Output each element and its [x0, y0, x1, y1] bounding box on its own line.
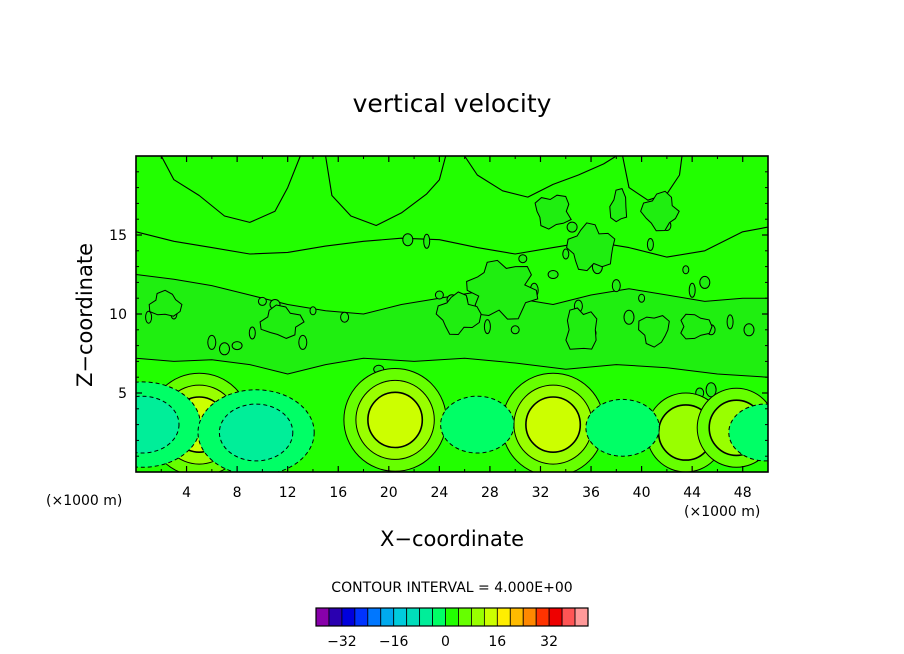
x-axis-ticks: 4 8 12 16 20 24 28 32 36 40 44 48: [160, 156, 752, 501]
x-tick-label: 36: [582, 485, 600, 501]
colorbar-swatch: [535, 607, 550, 627]
x-tick-label: 48: [734, 485, 752, 501]
colorbar-swatch: [522, 607, 537, 627]
colorbar-tick-label: 16: [488, 634, 506, 650]
y-tick-label: 15: [109, 228, 127, 244]
colorbar-tick-label: −16: [379, 634, 409, 650]
colorbar-swatch: [471, 607, 485, 627]
colorbar-tick-label: −32: [327, 634, 357, 650]
colorbar-swatch: [367, 607, 382, 627]
x-unit-right: (×1000 m): [684, 504, 760, 520]
colorbar-swatch: [496, 607, 511, 627]
chart-title: vertical velocity: [353, 89, 552, 118]
colorbar-swatch: [561, 607, 576, 627]
colorbar-swatch: [458, 607, 472, 627]
contour-interval-text: CONTOUR INTERVAL = 4.000E+00: [331, 580, 572, 596]
x-tick-label: 8: [233, 485, 242, 501]
x-tick-label: 40: [633, 485, 651, 501]
colorbar-swatch: [341, 607, 356, 627]
x-tick-label: 28: [481, 485, 499, 501]
contour-field: [136, 156, 768, 472]
x-tick-label: 16: [329, 485, 347, 501]
y-axis-label: Z−coordinate: [73, 243, 97, 387]
colorbar-swatch: [315, 607, 330, 627]
colorbar-swatch: [380, 607, 395, 627]
colorbar-tick-labels: −32 −16 0 16 32: [327, 634, 558, 650]
colorbar-swatch: [354, 607, 369, 627]
colorbar-swatch: [483, 607, 498, 627]
x-tick-label: 44: [683, 485, 701, 501]
colorbar-swatch: [574, 607, 589, 627]
colorbar-swatch: [328, 607, 343, 627]
colorbar-swatch: [445, 607, 459, 627]
x-tick-label: 24: [430, 485, 448, 501]
colorbar-swatch: [432, 607, 446, 627]
colorbar-swatch: [548, 607, 563, 627]
colorbar-swatch: [419, 607, 433, 627]
y-tick-label: 10: [109, 307, 127, 323]
colorbar: [315, 607, 589, 627]
colorbar-swatch: [393, 607, 408, 627]
x-tick-label: 20: [380, 485, 398, 501]
y-tick-label: 5: [118, 386, 127, 402]
x-tick-label: 32: [532, 485, 550, 501]
colorbar-swatch: [509, 607, 524, 627]
colorbar-tick-label: 0: [441, 634, 450, 650]
y-axis-ticks: 5 10 15: [109, 171, 768, 457]
colorbar-swatch: [406, 607, 421, 627]
x-tick-label: 4: [182, 485, 191, 501]
x-axis-label: X−coordinate: [380, 527, 524, 551]
x-tick-label: 12: [279, 485, 297, 501]
x-unit-left: (×1000 m): [46, 493, 122, 509]
colorbar-tick-label: 32: [540, 634, 558, 650]
